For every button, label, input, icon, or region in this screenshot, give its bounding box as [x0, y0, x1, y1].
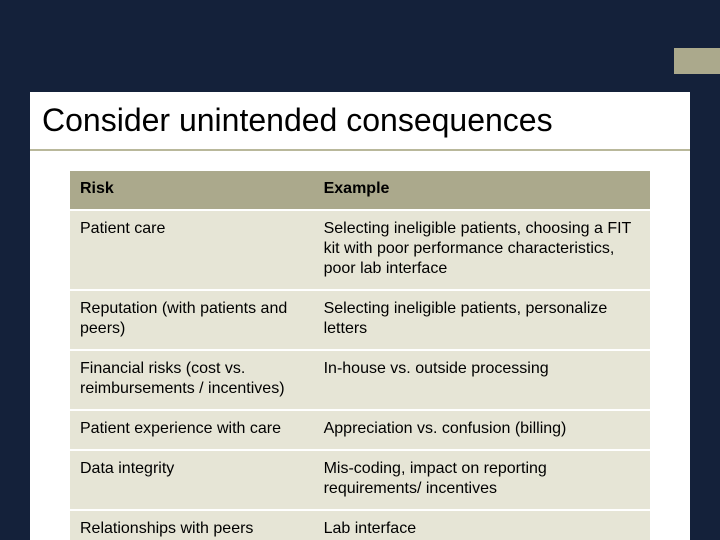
- cell-example: Lab interface: [314, 510, 650, 540]
- accent-bar: [674, 48, 720, 74]
- table-row: Relationships with peers Lab interface: [70, 510, 650, 540]
- cell-risk: Reputation (with patients and peers): [70, 290, 314, 350]
- cell-risk: Financial risks (cost vs. reimbursements…: [70, 350, 314, 410]
- risk-table: Risk Example Patient care Selecting inel…: [70, 171, 650, 540]
- col-header-example: Example: [314, 171, 650, 210]
- cell-risk: Patient experience with care: [70, 410, 314, 450]
- table-row: Patient care Selecting ineligible patien…: [70, 210, 650, 290]
- cell-example: Selecting ineligible patients, personali…: [314, 290, 650, 350]
- slide-title: Consider unintended consequences: [30, 92, 690, 151]
- table-row: Data integrity Mis-coding, impact on rep…: [70, 450, 650, 510]
- table-header-row: Risk Example: [70, 171, 650, 210]
- table-row: Financial risks (cost vs. reimbursements…: [70, 350, 650, 410]
- col-header-risk: Risk: [70, 171, 314, 210]
- table-row: Reputation (with patients and peers) Sel…: [70, 290, 650, 350]
- cell-example: Mis-coding, impact on reporting requirem…: [314, 450, 650, 510]
- cell-risk: Relationships with peers: [70, 510, 314, 540]
- cell-risk: Data integrity: [70, 450, 314, 510]
- cell-example: Appreciation vs. confusion (billing): [314, 410, 650, 450]
- cell-risk: Patient care: [70, 210, 314, 290]
- cell-example: In-house vs. outside processing: [314, 350, 650, 410]
- table-container: Risk Example Patient care Selecting inel…: [30, 151, 690, 540]
- table-row: Patient experience with care Appreciatio…: [70, 410, 650, 450]
- cell-example: Selecting ineligible patients, choosing …: [314, 210, 650, 290]
- slide-panel: Consider unintended consequences Risk Ex…: [30, 92, 690, 540]
